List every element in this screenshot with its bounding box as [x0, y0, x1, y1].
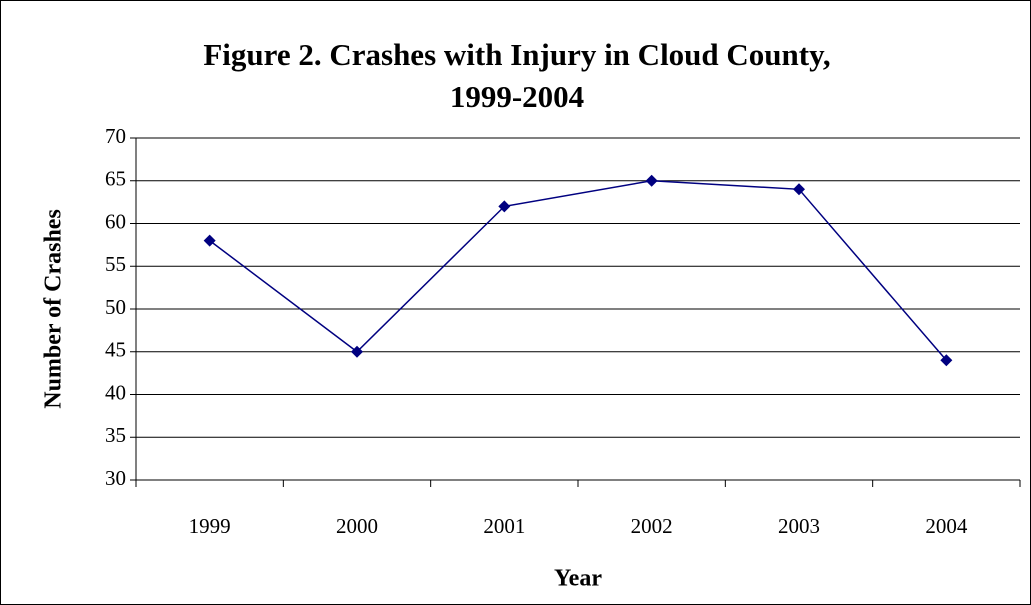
x-tick-label: 2004 — [925, 514, 968, 538]
marker — [351, 345, 363, 358]
y-tick-label: 35 — [105, 423, 126, 447]
marker — [793, 183, 805, 196]
marker — [645, 174, 658, 187]
x-tick-label: 2002 — [631, 514, 673, 538]
y-tick-label: 60 — [105, 209, 126, 233]
x-tick-label: 1999 — [189, 514, 231, 538]
marker — [940, 354, 953, 367]
y-axis-title: Number of Crashes — [41, 209, 67, 409]
y-tick-label: 55 — [105, 252, 126, 276]
y-tick-label: 50 — [105, 295, 126, 319]
marker — [203, 234, 216, 247]
y-tick-label: 45 — [105, 338, 126, 362]
line-series — [209, 179, 947, 361]
y-tick-label: 40 — [105, 380, 126, 404]
x-tick-label: 2001 — [483, 514, 525, 538]
marker — [498, 200, 511, 213]
chart-title: 1999-2004 — [450, 79, 584, 114]
x-tick-label: 2003 — [778, 514, 820, 538]
x-axis-title: Year — [554, 566, 602, 592]
y-tick-label: 30 — [105, 466, 126, 490]
y-tick-label: 70 — [105, 124, 126, 148]
x-tick-label: 2000 — [336, 514, 378, 538]
chart-title: Figure 2. Crashes with Injury in Cloud C… — [203, 37, 830, 72]
y-tick-label: 65 — [105, 167, 126, 191]
